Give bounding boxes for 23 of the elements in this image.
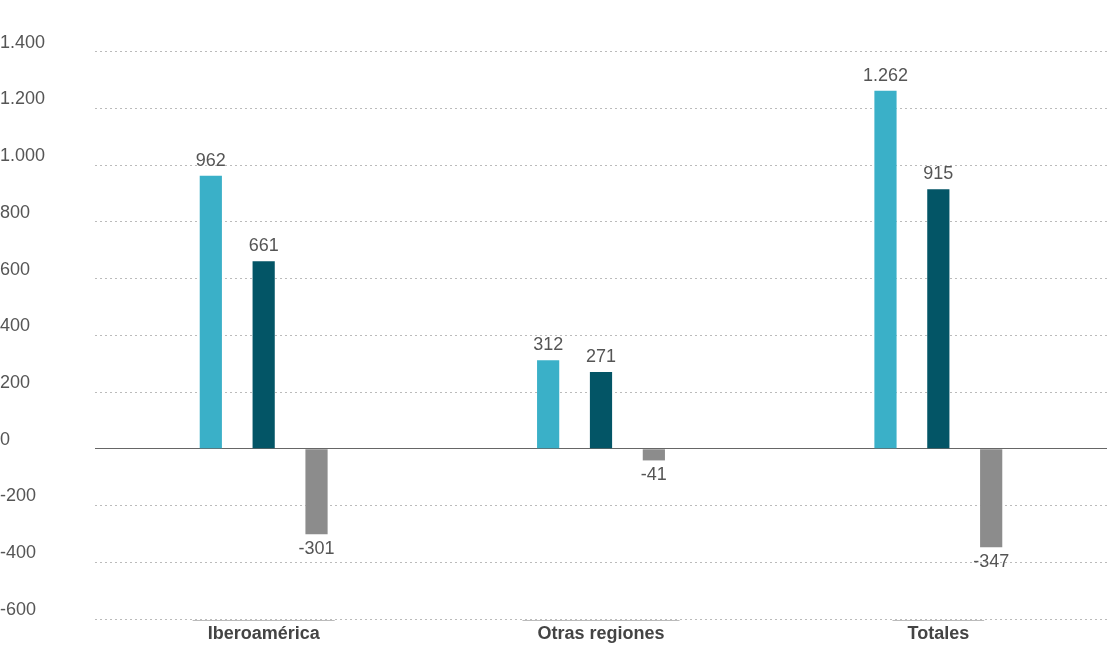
- y-tick-label: 200: [0, 372, 31, 393]
- y-tick-label: 1.200: [0, 88, 46, 109]
- x-tick-label: Iberoamérica: [207, 622, 321, 643]
- y-tick-label: -600: [0, 598, 37, 619]
- data-label: 915: [923, 163, 954, 184]
- y-tick-label: 400: [0, 315, 31, 336]
- data-label: 962: [195, 149, 226, 170]
- data-label: -41: [640, 464, 667, 485]
- x-tick-label: Otras regiones: [537, 622, 665, 643]
- y-tick-label: 800: [0, 201, 31, 222]
- y-tick-label: -200: [0, 485, 37, 506]
- y-tick-label: 1.000: [0, 145, 46, 166]
- y-tick-label: 1.400: [0, 31, 46, 52]
- data-label: -347: [973, 551, 1010, 572]
- data-label: 1.262: [862, 64, 909, 85]
- y-tick-label: 600: [0, 258, 31, 279]
- y-tick-label: 0: [0, 428, 11, 449]
- x-tick-label: Totales: [907, 622, 970, 643]
- data-label: 271: [585, 345, 617, 366]
- y-tick-label: -400: [0, 542, 37, 563]
- data-label: 661: [248, 235, 279, 256]
- data-label: 312: [533, 334, 564, 355]
- data-label: -301: [298, 538, 335, 559]
